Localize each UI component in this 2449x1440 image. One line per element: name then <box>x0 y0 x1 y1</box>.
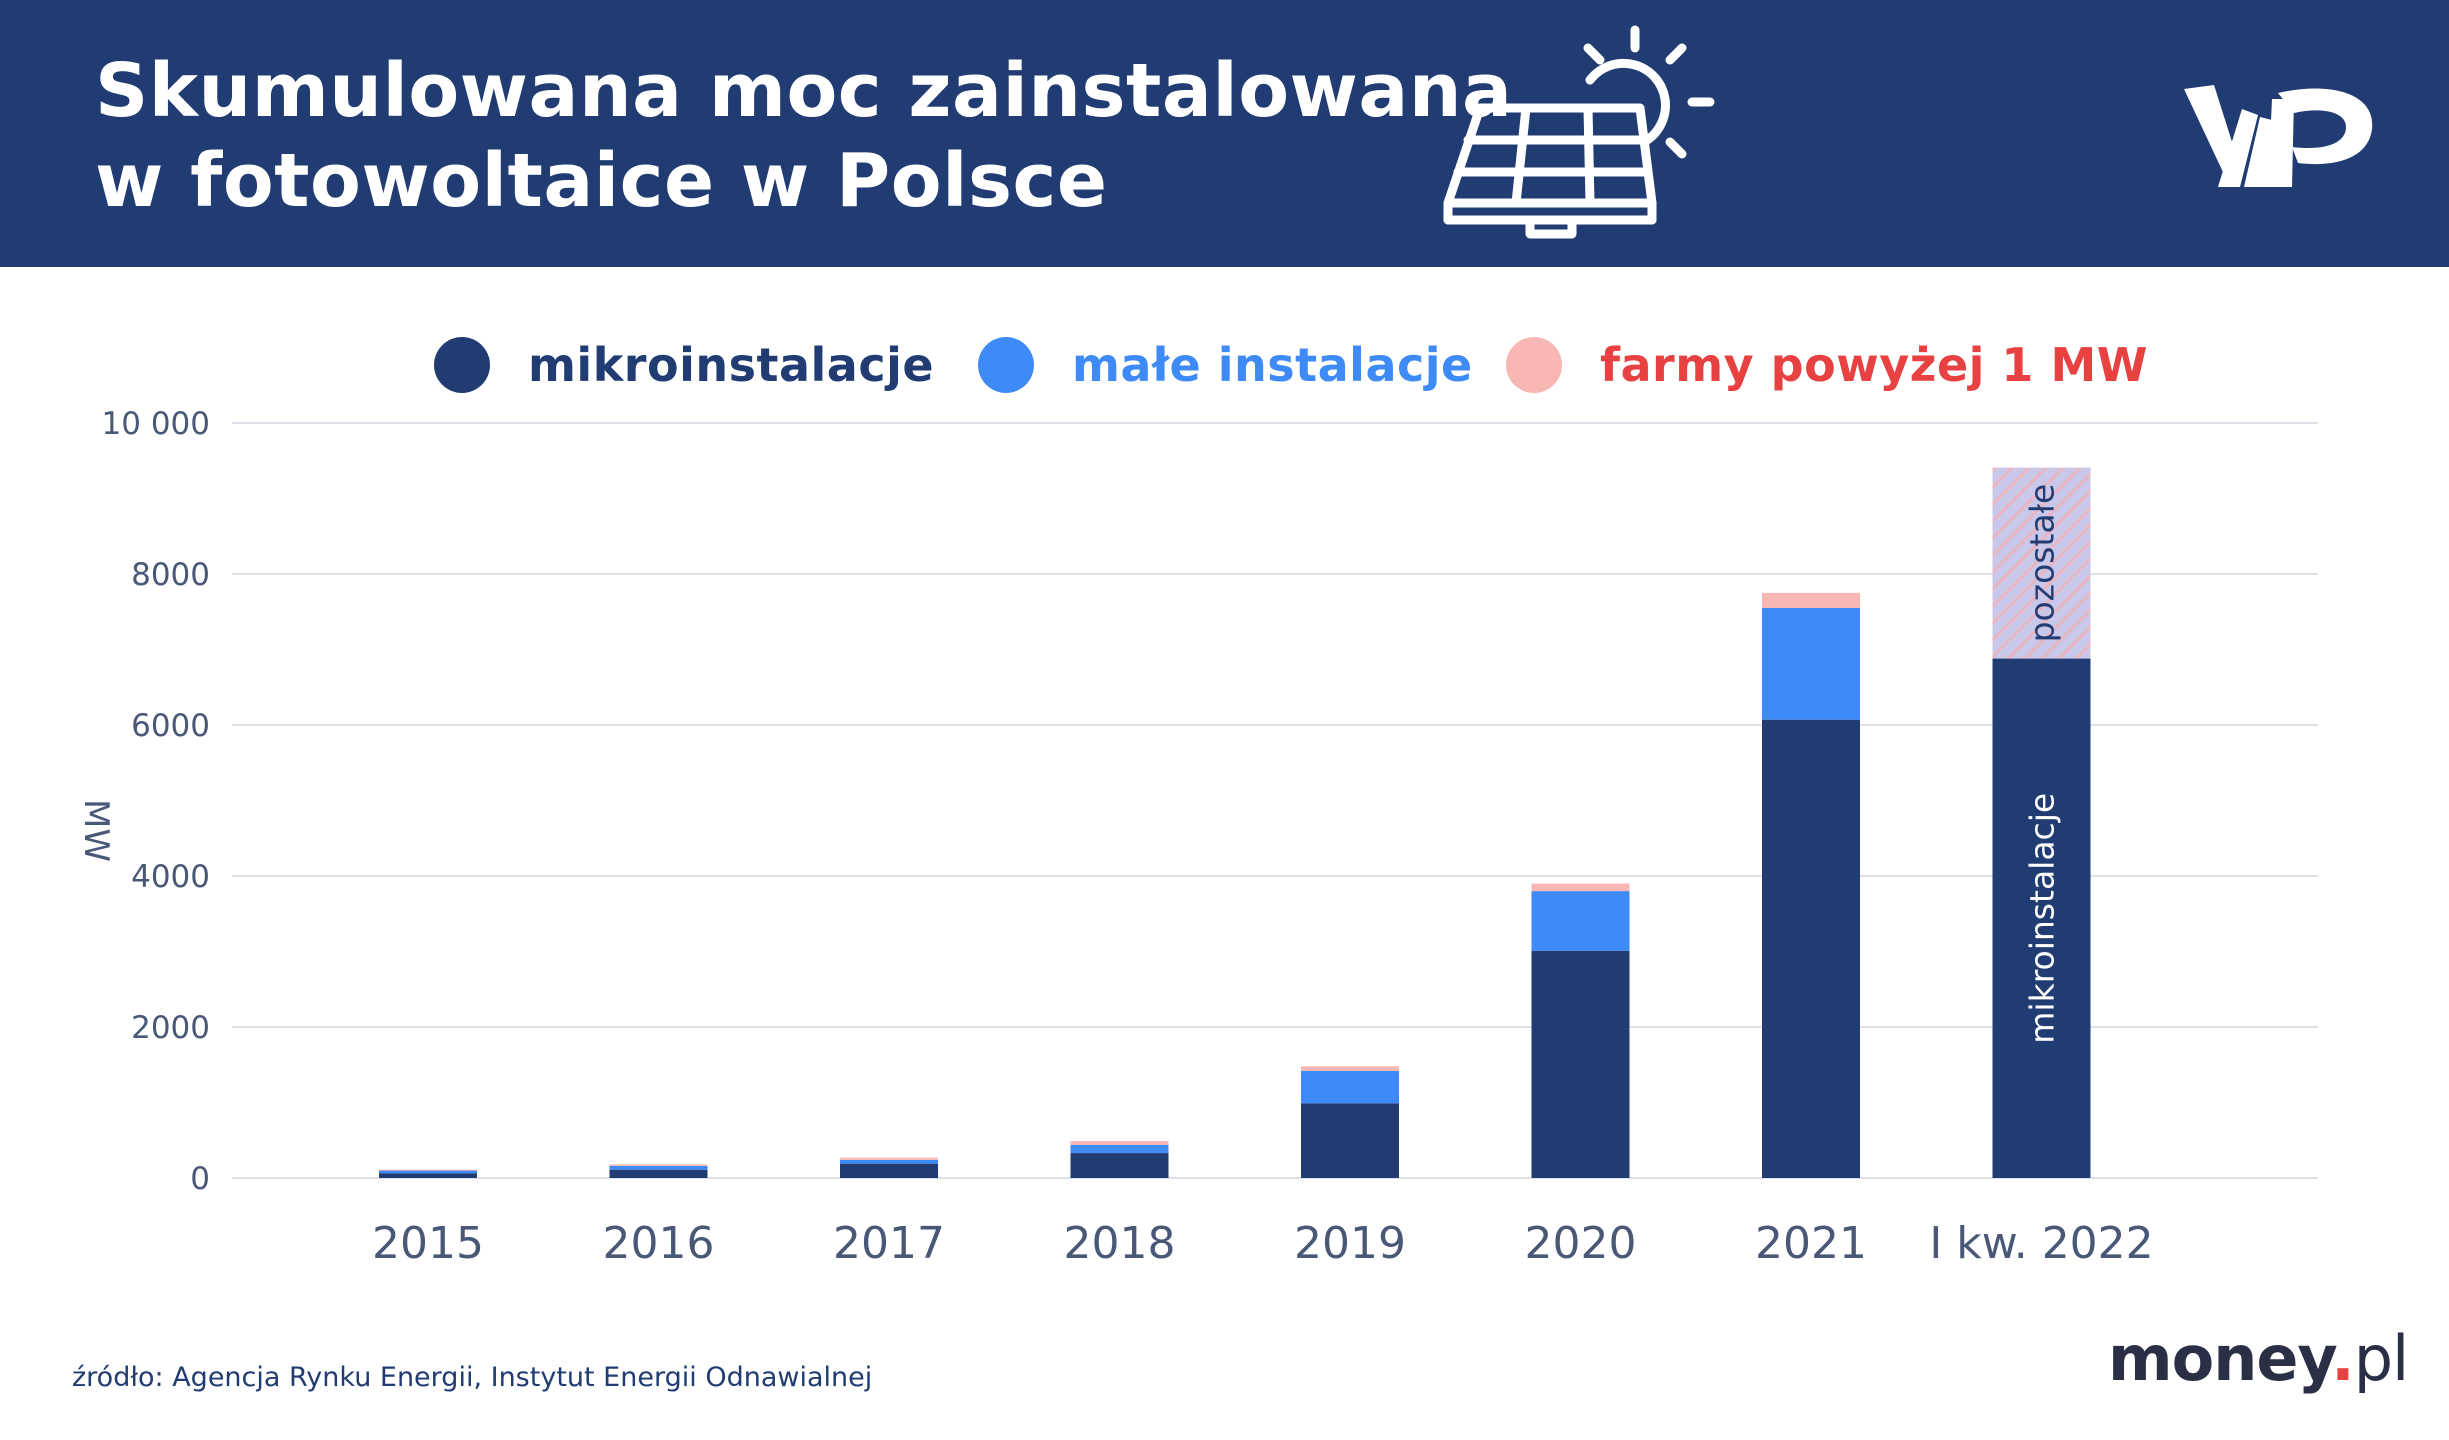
bar-3-farmy-powyżej-1-MW <box>1070 1141 1169 1145</box>
bar-3-mikroinstalacje <box>1070 1153 1169 1178</box>
chart-legend: mikroinstalacje małe instalacje farmy po… <box>0 330 2449 400</box>
bar-6-mikroinstalacje <box>1762 719 1860 1178</box>
y-tick-label: 0 <box>190 1161 210 1197</box>
solar-panel-icon <box>1443 25 1715 239</box>
bar-6-małe-instalacje <box>1762 607 1860 720</box>
bar-4-mikroinstalacje <box>1301 1103 1399 1178</box>
y-tick-label: 6000 <box>131 708 210 744</box>
legend-label: farmy powyżej 1 MW <box>1600 338 2148 392</box>
y-axis-label: MW <box>76 799 116 862</box>
legend-swatch <box>978 337 1034 393</box>
bar-2-małe-instalacje <box>840 1159 938 1164</box>
bar-2-farmy-powyżej-1-MW <box>840 1157 938 1160</box>
x-tick-label: 2019 <box>1294 1218 1406 1269</box>
x-tick-label: 2021 <box>1755 1218 1867 1269</box>
bar-3-małe-instalacje <box>1070 1144 1169 1154</box>
brand-dot: . <box>2331 1322 2355 1395</box>
bar-5-farmy-powyżej-1-MW <box>1531 883 1630 892</box>
bar-1-farmy-powyżej-1-MW <box>609 1164 708 1166</box>
title-line-1: Skumulowana moc zainstalowana <box>95 48 1513 134</box>
x-tick-label: 2017 <box>833 1218 945 1269</box>
page-title: Skumulowana moc zainstalowana w fotowolt… <box>95 46 1512 226</box>
x-tick-label: 2016 <box>603 1218 715 1269</box>
bar-0-farmy-powyżej-1-MW <box>379 1169 477 1171</box>
bar-6-farmy-powyżej-1-MW <box>1762 592 1860 608</box>
bar-5-mikroinstalacje <box>1531 950 1630 1178</box>
title-line-2: w fotowoltaice w Polsce <box>95 138 1108 224</box>
bar-4-farmy-powyżej-1-MW <box>1301 1066 1399 1071</box>
legend-item-male-instalacje: małe instalacje <box>978 330 1473 400</box>
money-pl-logo: money.pl <box>2108 1322 2410 1395</box>
y-tick-label: 2000 <box>131 1010 210 1046</box>
legend-swatch <box>1506 337 1562 393</box>
y-tick-label: 10 000 <box>102 406 210 442</box>
legend-item-farmy: farmy powyżej 1 MW <box>1506 330 2148 400</box>
legend-label: małe instalacje <box>1072 338 1473 392</box>
source-note: źródło: Agencja Rynku Energii, Instytut … <box>72 1362 873 1393</box>
x-tick-label: 2020 <box>1525 1218 1637 1269</box>
bar-5-małe-instalacje <box>1531 891 1630 951</box>
legend-item-mikroinstalacje: mikroinstalacje <box>434 330 934 400</box>
y-tick-label: 8000 <box>131 557 210 593</box>
brand-main: money <box>2108 1322 2332 1395</box>
header-banner: Skumulowana moc zainstalowana w fotowolt… <box>0 0 2449 267</box>
legend-swatch <box>434 337 490 393</box>
brand-suffix: pl <box>2353 1322 2410 1395</box>
x-tick-label: 2018 <box>1064 1218 1176 1269</box>
wp-logo-icon <box>2184 85 2373 187</box>
bar-1-małe-instalacje <box>609 1165 708 1170</box>
bar-0-mikroinstalacje <box>379 1173 477 1178</box>
legend-label: mikroinstalacje <box>528 338 935 392</box>
bar-0-małe-instalacje <box>379 1170 477 1174</box>
bar-1-mikroinstalacje <box>609 1169 708 1178</box>
bar-7-pozostałe <box>1992 467 2091 659</box>
bar-2-mikroinstalacje <box>840 1163 938 1178</box>
bar-annotation: mikroinstalacje <box>2023 793 2062 1044</box>
y-tick-label: 4000 <box>131 859 210 895</box>
x-tick-label: I kw. 2022 <box>1929 1218 2153 1269</box>
bar-annotation: pozostałe <box>2023 484 2062 643</box>
x-tick-label: 2015 <box>372 1218 484 1269</box>
bar-7-mikroinstalacje <box>1992 658 2091 1178</box>
bar-4-małe-instalacje <box>1301 1070 1399 1104</box>
